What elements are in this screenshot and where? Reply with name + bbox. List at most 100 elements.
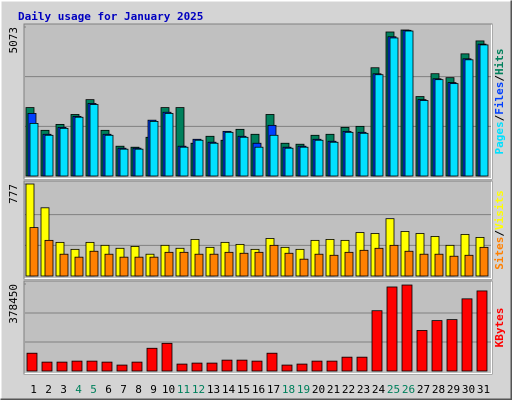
x-tick-label: 16	[252, 383, 265, 396]
y-tick-label: 378450	[7, 284, 20, 324]
x-tick-label: 25	[387, 383, 400, 396]
x-tick-label: 31	[477, 383, 490, 396]
bar	[356, 356, 368, 372]
bar	[119, 148, 129, 177]
bar	[434, 79, 444, 177]
legend-entry: Pages	[493, 121, 506, 154]
bar	[251, 360, 263, 372]
legend: Sites/Visits	[493, 190, 506, 270]
bar	[86, 360, 98, 372]
x-tick-label: 23	[357, 383, 370, 396]
x-tick-label: 27	[417, 383, 430, 396]
bar	[326, 360, 338, 372]
bar	[344, 131, 354, 177]
bar	[176, 363, 188, 372]
bar	[44, 134, 54, 177]
bar	[449, 83, 459, 177]
bar	[74, 116, 84, 177]
bar	[389, 37, 399, 177]
bar	[149, 256, 159, 277]
bar	[239, 252, 249, 277]
bar	[479, 246, 489, 277]
x-tick-label: 21	[327, 383, 340, 396]
bar	[104, 134, 114, 177]
bar	[44, 239, 54, 277]
x-tick-label: 24	[372, 383, 386, 396]
bar	[374, 247, 384, 277]
bar	[89, 250, 99, 277]
bar	[239, 136, 249, 177]
x-tick-label: 18	[282, 383, 295, 396]
bar	[434, 253, 444, 277]
bar	[134, 148, 144, 177]
bar	[221, 359, 233, 372]
x-tick-label: 29	[447, 383, 460, 396]
legend: KBytes	[493, 308, 506, 348]
legend-separator: /	[493, 114, 506, 121]
legend-separator: /	[493, 230, 506, 237]
bar	[161, 342, 173, 372]
bar	[464, 59, 474, 177]
bar	[269, 134, 279, 177]
bar	[194, 253, 204, 277]
bar	[314, 253, 324, 277]
x-tick-label: 17	[267, 383, 280, 396]
x-tick-label: 15	[237, 383, 250, 396]
bar	[479, 44, 489, 177]
bar	[119, 256, 129, 277]
bar	[146, 347, 158, 372]
bar	[179, 146, 189, 177]
bar	[281, 364, 293, 372]
x-tick-label: 7	[120, 383, 127, 396]
x-tick-label: 12	[192, 383, 205, 396]
bar	[344, 251, 354, 277]
bar	[416, 330, 428, 372]
legend-separator: /	[493, 75, 506, 82]
x-tick-label: 8	[135, 383, 142, 396]
bar	[389, 244, 399, 277]
bar	[299, 146, 309, 177]
bar	[404, 30, 414, 177]
chart-title: Daily usage for January 2025	[18, 10, 203, 23]
x-tick-label: 28	[432, 383, 445, 396]
bar	[131, 361, 143, 372]
bar	[191, 362, 203, 372]
x-tick-label: 11	[177, 383, 190, 396]
bar	[419, 100, 429, 177]
bar	[374, 74, 384, 177]
bar	[104, 253, 114, 277]
x-tick-label: 13	[207, 383, 220, 396]
bar	[59, 253, 69, 277]
bar	[419, 253, 429, 277]
legend-entry: Hits	[493, 49, 506, 76]
y-tick-label: 5073	[7, 27, 20, 54]
bar	[74, 256, 84, 277]
bar	[401, 284, 413, 372]
plot-area	[23, 280, 493, 375]
bar	[314, 139, 324, 177]
bar	[209, 253, 219, 277]
bar	[194, 139, 204, 177]
bar	[254, 146, 264, 177]
bar	[224, 251, 234, 277]
x-tick-label: 4	[75, 383, 82, 396]
x-tick-label: 26	[402, 383, 415, 396]
bar	[26, 352, 38, 372]
bar	[329, 254, 339, 277]
plot-bevel	[24, 281, 492, 374]
bar	[209, 142, 219, 177]
x-tick-label: 5	[90, 383, 97, 396]
bar	[386, 286, 398, 372]
x-tick-label: 3	[60, 383, 67, 396]
bar	[254, 251, 264, 277]
bar	[41, 361, 53, 372]
bar	[299, 258, 309, 277]
bar	[71, 360, 83, 372]
bar	[149, 120, 159, 177]
x-tick-label: 6	[105, 383, 112, 396]
bar	[359, 132, 369, 177]
bar	[101, 361, 113, 372]
bar	[206, 362, 218, 372]
legend-entry: Sites	[493, 237, 506, 270]
